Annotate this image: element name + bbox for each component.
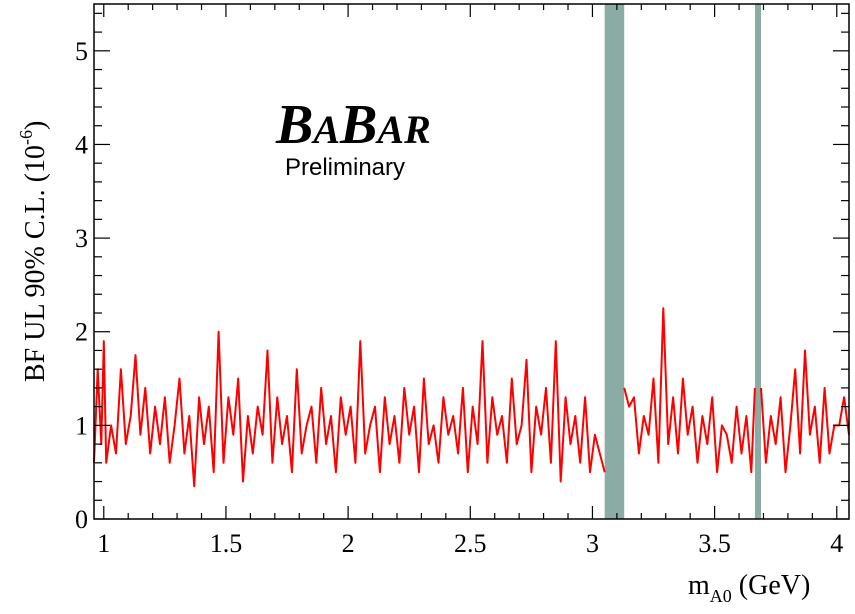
- y-tick-label: 2: [75, 318, 88, 347]
- excluded-band-1: [604, 4, 625, 519]
- y-tick-label: 1: [75, 411, 88, 440]
- y-tick-label: 5: [75, 37, 88, 66]
- x-tick-label: 3.5: [698, 529, 731, 558]
- babar-logo: BABAR: [275, 94, 431, 156]
- bf-ul-line-segment-1: [93, 330, 606, 488]
- y-axis-title: BF UL 90% C.L. (10-6): [16, 121, 51, 382]
- x-tick-label: 4: [830, 529, 843, 558]
- excluded-bands: [604, 4, 762, 519]
- series-lines: [93, 307, 850, 488]
- x-tick-label: 2: [342, 529, 355, 558]
- y-tick-label: 0: [75, 505, 88, 534]
- x-tick-label: 2.5: [454, 529, 487, 558]
- plot-frame: [93, 3, 850, 520]
- x-tick-label: 1: [97, 529, 110, 558]
- y-tick-label: 4: [75, 130, 88, 159]
- excluded-band-2: [754, 4, 762, 519]
- bf-ul-line-segment-3: [760, 349, 850, 474]
- y-tick-label: 3: [75, 224, 88, 253]
- x-axis-ticks: 1 1.5 2 2.5 3 3.5 4: [97, 4, 843, 558]
- y-axis-ticks: 0 1 2 3 4 5: [75, 12, 849, 534]
- x-tick-label: 3: [586, 529, 599, 558]
- x-tick-label: 1.5: [210, 529, 243, 558]
- preliminary-label: Preliminary: [285, 154, 405, 181]
- x-axis-title: mA0 (GeV): [688, 570, 810, 606]
- bf-ul-line-segment-2: [623, 307, 756, 474]
